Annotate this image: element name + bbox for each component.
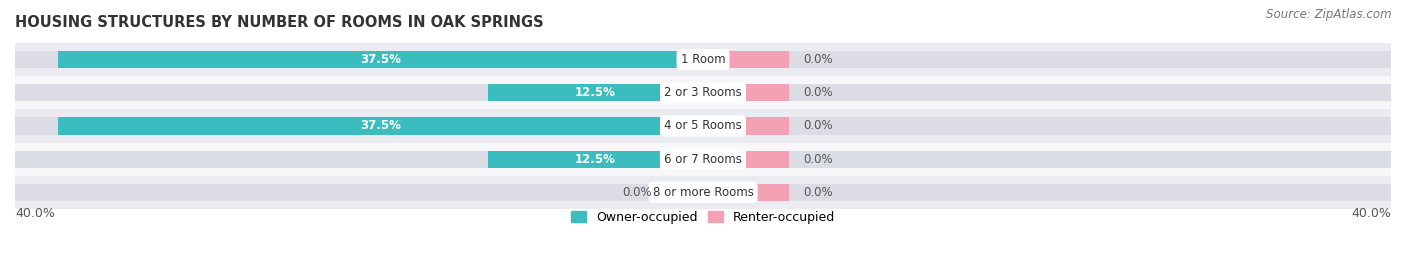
Bar [15,151,1391,168]
Bar [488,151,703,168]
Text: 1 Room: 1 Room [681,53,725,66]
Text: 0.0%: 0.0% [621,186,651,199]
Bar [15,143,1391,176]
Bar [15,176,1391,209]
Bar [15,184,1391,201]
Bar [15,109,1391,143]
Bar [703,151,789,168]
Text: 4 or 5 Rooms: 4 or 5 Rooms [664,119,742,133]
Text: 8 or more Rooms: 8 or more Rooms [652,186,754,199]
Text: HOUSING STRUCTURES BY NUMBER OF ROOMS IN OAK SPRINGS: HOUSING STRUCTURES BY NUMBER OF ROOMS IN… [15,15,544,30]
Text: 40.0%: 40.0% [15,207,55,220]
Bar [703,117,789,134]
Bar [58,51,703,68]
Bar [15,43,1391,76]
Bar [703,51,789,68]
Text: 0.0%: 0.0% [803,119,832,133]
Text: Source: ZipAtlas.com: Source: ZipAtlas.com [1267,8,1392,21]
Text: 12.5%: 12.5% [575,153,616,166]
Bar [15,76,1391,109]
Bar [703,84,789,101]
Bar [15,51,1391,68]
Text: 37.5%: 37.5% [360,119,401,133]
Bar [15,84,1391,101]
Text: 6 or 7 Rooms: 6 or 7 Rooms [664,153,742,166]
Bar [703,184,789,201]
Bar [659,184,703,201]
Text: 37.5%: 37.5% [360,53,401,66]
Text: 40.0%: 40.0% [1351,207,1391,220]
Bar [58,117,703,134]
Text: 2 or 3 Rooms: 2 or 3 Rooms [664,86,742,99]
Text: 0.0%: 0.0% [803,153,832,166]
Bar [488,84,703,101]
Text: 0.0%: 0.0% [803,86,832,99]
Text: 0.0%: 0.0% [803,186,832,199]
Text: 0.0%: 0.0% [803,53,832,66]
Text: 12.5%: 12.5% [575,86,616,99]
Bar [15,117,1391,134]
Legend: Owner-occupied, Renter-occupied: Owner-occupied, Renter-occupied [567,206,839,229]
